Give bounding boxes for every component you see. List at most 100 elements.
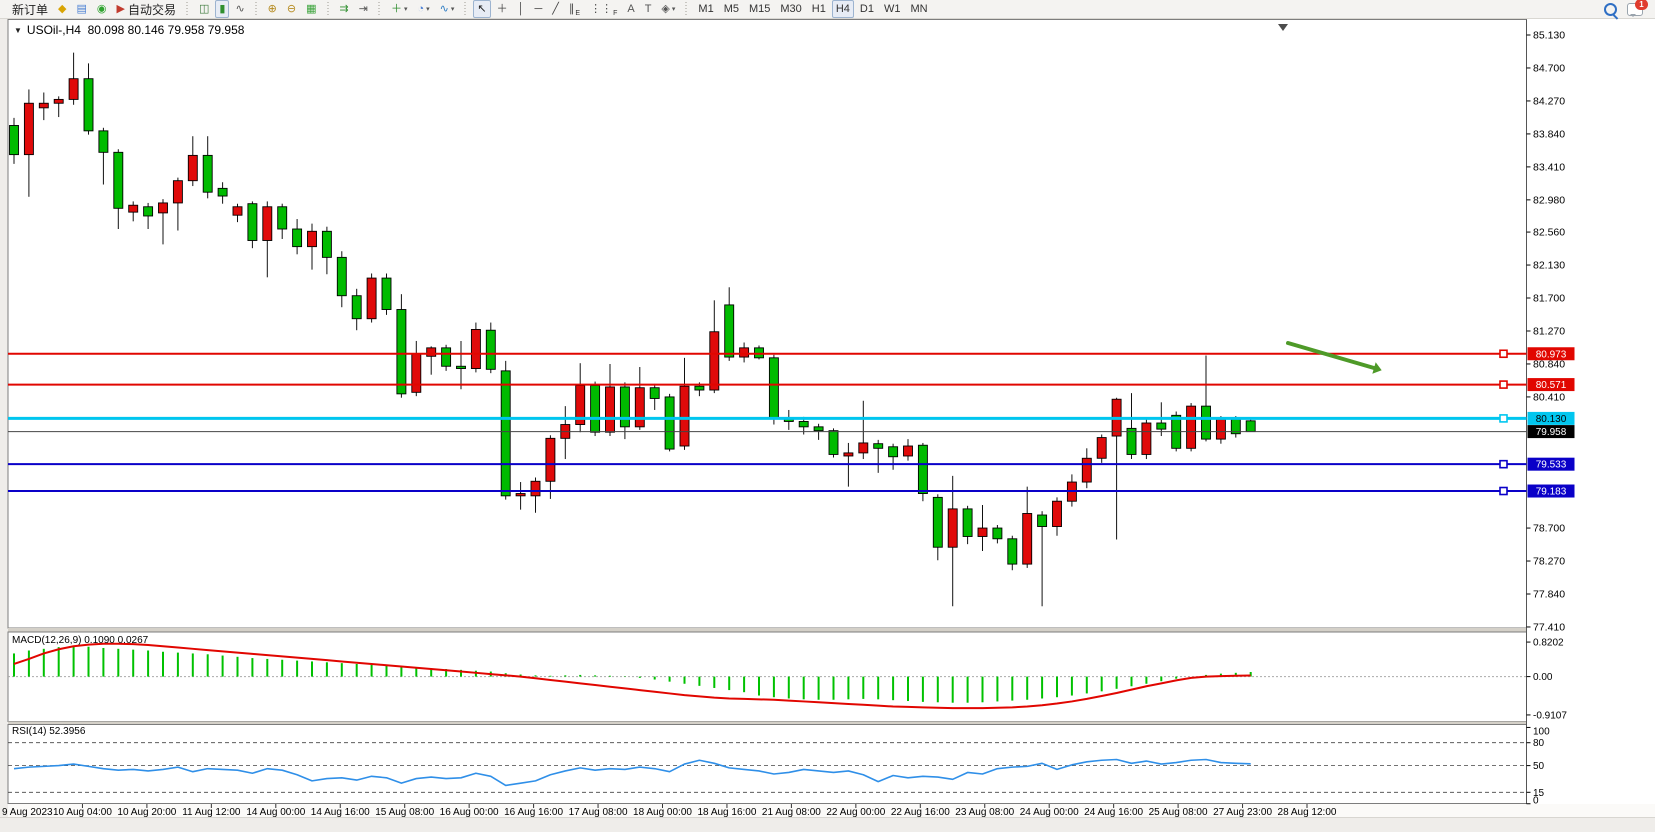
line-chart-button[interactable]: ∿ [231, 0, 248, 18]
auto-scroll-button[interactable]: ⇉ [336, 0, 353, 18]
zoom-out-button[interactable]: ⊖ [283, 0, 300, 18]
new-order-button-label: 新订单 [12, 2, 49, 17]
line-handle[interactable] [1499, 414, 1508, 423]
notifications-icon[interactable]: 1 [1627, 0, 1648, 17]
price-line-label: 80.571 [1536, 380, 1567, 391]
time-axis[interactable]: 9 Aug 2023 10 Aug 04:00 10 Aug 20:00 11 Aug… [2, 804, 1337, 818]
line-chart-icon: ∿ [235, 2, 245, 15]
candlestick-chart-button[interactable]: ▮ [215, 0, 230, 18]
time-axis-label: 21 Aug 08:00 [762, 807, 821, 818]
trend-arrow-annotation[interactable] [1286, 341, 1382, 374]
timeframe-button-m1[interactable]: M1 [694, 0, 717, 18]
candle [1096, 437, 1107, 459]
periods-button[interactable]: ◔ ▾ [413, 0, 433, 18]
new-chart-button[interactable]: ＋ ▾ [387, 0, 412, 18]
timeframe-button-w1[interactable]: W1 [880, 0, 905, 18]
history-center-icon: ◆ [58, 2, 67, 15]
time-axis-band[interactable] [8, 804, 1655, 818]
timeframe-button-h4[interactable]: H4 [831, 0, 854, 18]
rsi-line [13, 758, 1251, 787]
zoom-out-icon: ⊖ [286, 2, 297, 15]
pivot-line-80130[interactable]: 80.130 [8, 411, 1575, 425]
history-center-button[interactable]: ◆ [54, 0, 70, 18]
new-chart-button-dropdown-icon[interactable]: ▾ [403, 6, 408, 13]
vertical-line-button[interactable]: │ [514, 0, 529, 18]
line-handle[interactable] [1499, 486, 1508, 496]
channel-button[interactable]: ∥ E [565, 0, 584, 18]
price-axis[interactable]: 85.130 84.700 84.270 83.840 83.410 82.980 82.5… [1526, 30, 1566, 634]
candle [605, 386, 615, 433]
support-line-79183[interactable]: 79.183 [8, 484, 1575, 498]
timeframe-button-h1[interactable]: H1 [808, 0, 830, 18]
candle [947, 508, 958, 548]
candle [68, 78, 79, 100]
text-button[interactable]: A [623, 0, 638, 18]
candle [858, 442, 869, 454]
candle [500, 370, 511, 497]
candle [23, 102, 34, 156]
price-line-label: 79.533 [1536, 460, 1567, 471]
candle [366, 277, 377, 320]
chart-canvas[interactable]: 85.130 84.700 84.270 83.840 83.410 82.980 82.5… [0, 19, 1655, 831]
chart-shift-button[interactable]: ⇥ [355, 0, 372, 18]
arrows-button-dropdown-icon[interactable]: ▾ [671, 6, 676, 13]
tile-windows-button[interactable]: ▦ [302, 0, 320, 18]
candle [232, 206, 243, 216]
timeframe-button-m5[interactable]: M5 [720, 0, 743, 18]
timeframe-button-d1[interactable]: D1 [856, 0, 878, 18]
candle [143, 206, 154, 217]
arrows-button[interactable]: ◈ ▾ [657, 0, 679, 18]
trendline-icon: ╱ [552, 2, 559, 15]
timeframe-button-m15[interactable]: M15 [745, 0, 774, 18]
timeframe-button-mn[interactable]: MN [906, 0, 931, 18]
crosshair-button[interactable]: ＋ [493, 0, 512, 18]
periods-button-dropdown-icon[interactable]: ▾ [426, 6, 430, 13]
time-axis-label: 14 Aug 16:00 [311, 807, 370, 818]
resistance-line-80973[interactable]: 80.973 [8, 347, 1575, 361]
candle [98, 130, 109, 153]
candle [187, 154, 198, 182]
autotrading-button-label: 自动交易 [127, 2, 176, 17]
new-order-button[interactable]: 新订单 [5, 0, 52, 18]
autotrading-button[interactable]: ▶ 自动交易 [113, 0, 180, 18]
label-button[interactable]: T [641, 0, 656, 18]
candle [798, 421, 809, 428]
candle [977, 527, 988, 537]
support-line-79533[interactable]: 79.533 [8, 457, 1575, 471]
macd-pane [7, 631, 1527, 722]
resistance-line-80571[interactable]: 80.571 [8, 378, 1575, 392]
candle [1126, 427, 1137, 455]
new-chart-icon: ＋ [390, 2, 402, 15]
bar-chart-button[interactable]: ◫ [195, 0, 213, 18]
candle [530, 480, 541, 497]
line-handle[interactable] [1499, 380, 1508, 389]
time-axis-label: 10 Aug 20:00 [117, 807, 176, 818]
timeframe-button-m30[interactable]: M30 [776, 0, 805, 18]
candle [873, 443, 884, 449]
chart-shift-marker[interactable] [1278, 24, 1288, 31]
pane-splitter[interactable] [8, 721, 1527, 725]
zoom-in-button[interactable]: ⊕ [264, 0, 281, 18]
line-handle[interactable] [1499, 349, 1508, 359]
candlestick-chart-icon: ▮ [219, 2, 226, 15]
line-handle[interactable] [1499, 459, 1508, 469]
rsi-indicator-label: RSI(14) 52.3956 [12, 726, 86, 737]
terminal-button[interactable]: ▤ [72, 0, 90, 18]
fibonacci-button[interactable]: ⋮⋮ F [586, 0, 621, 18]
zoom-in-icon: ⊕ [267, 2, 277, 15]
indicators-button-dropdown-icon[interactable]: ▾ [450, 6, 455, 13]
crosshair-icon: ＋ [496, 2, 508, 15]
signals-button[interactable]: ◉ [93, 0, 111, 18]
pane-splitter[interactable] [8, 628, 1527, 632]
timeframe-button-m1-label: M1 [698, 3, 714, 15]
cursor-button[interactable]: ↖ [473, 0, 491, 18]
time-axis-label: 9 Aug 2023 [2, 807, 53, 818]
horizontal-line-button[interactable]: ─ [530, 0, 546, 18]
search-icon[interactable] [1604, 2, 1617, 16]
chart-collapse-icon[interactable]: ▼ [14, 26, 22, 35]
candle [724, 304, 735, 358]
candle [768, 357, 779, 419]
trendline-button[interactable]: ╱ [548, 0, 563, 18]
macd-indicator: 0.8202 0.00 -0.9107 [8, 638, 1567, 721]
indicators-button[interactable]: ∿ ▾ [436, 0, 459, 18]
